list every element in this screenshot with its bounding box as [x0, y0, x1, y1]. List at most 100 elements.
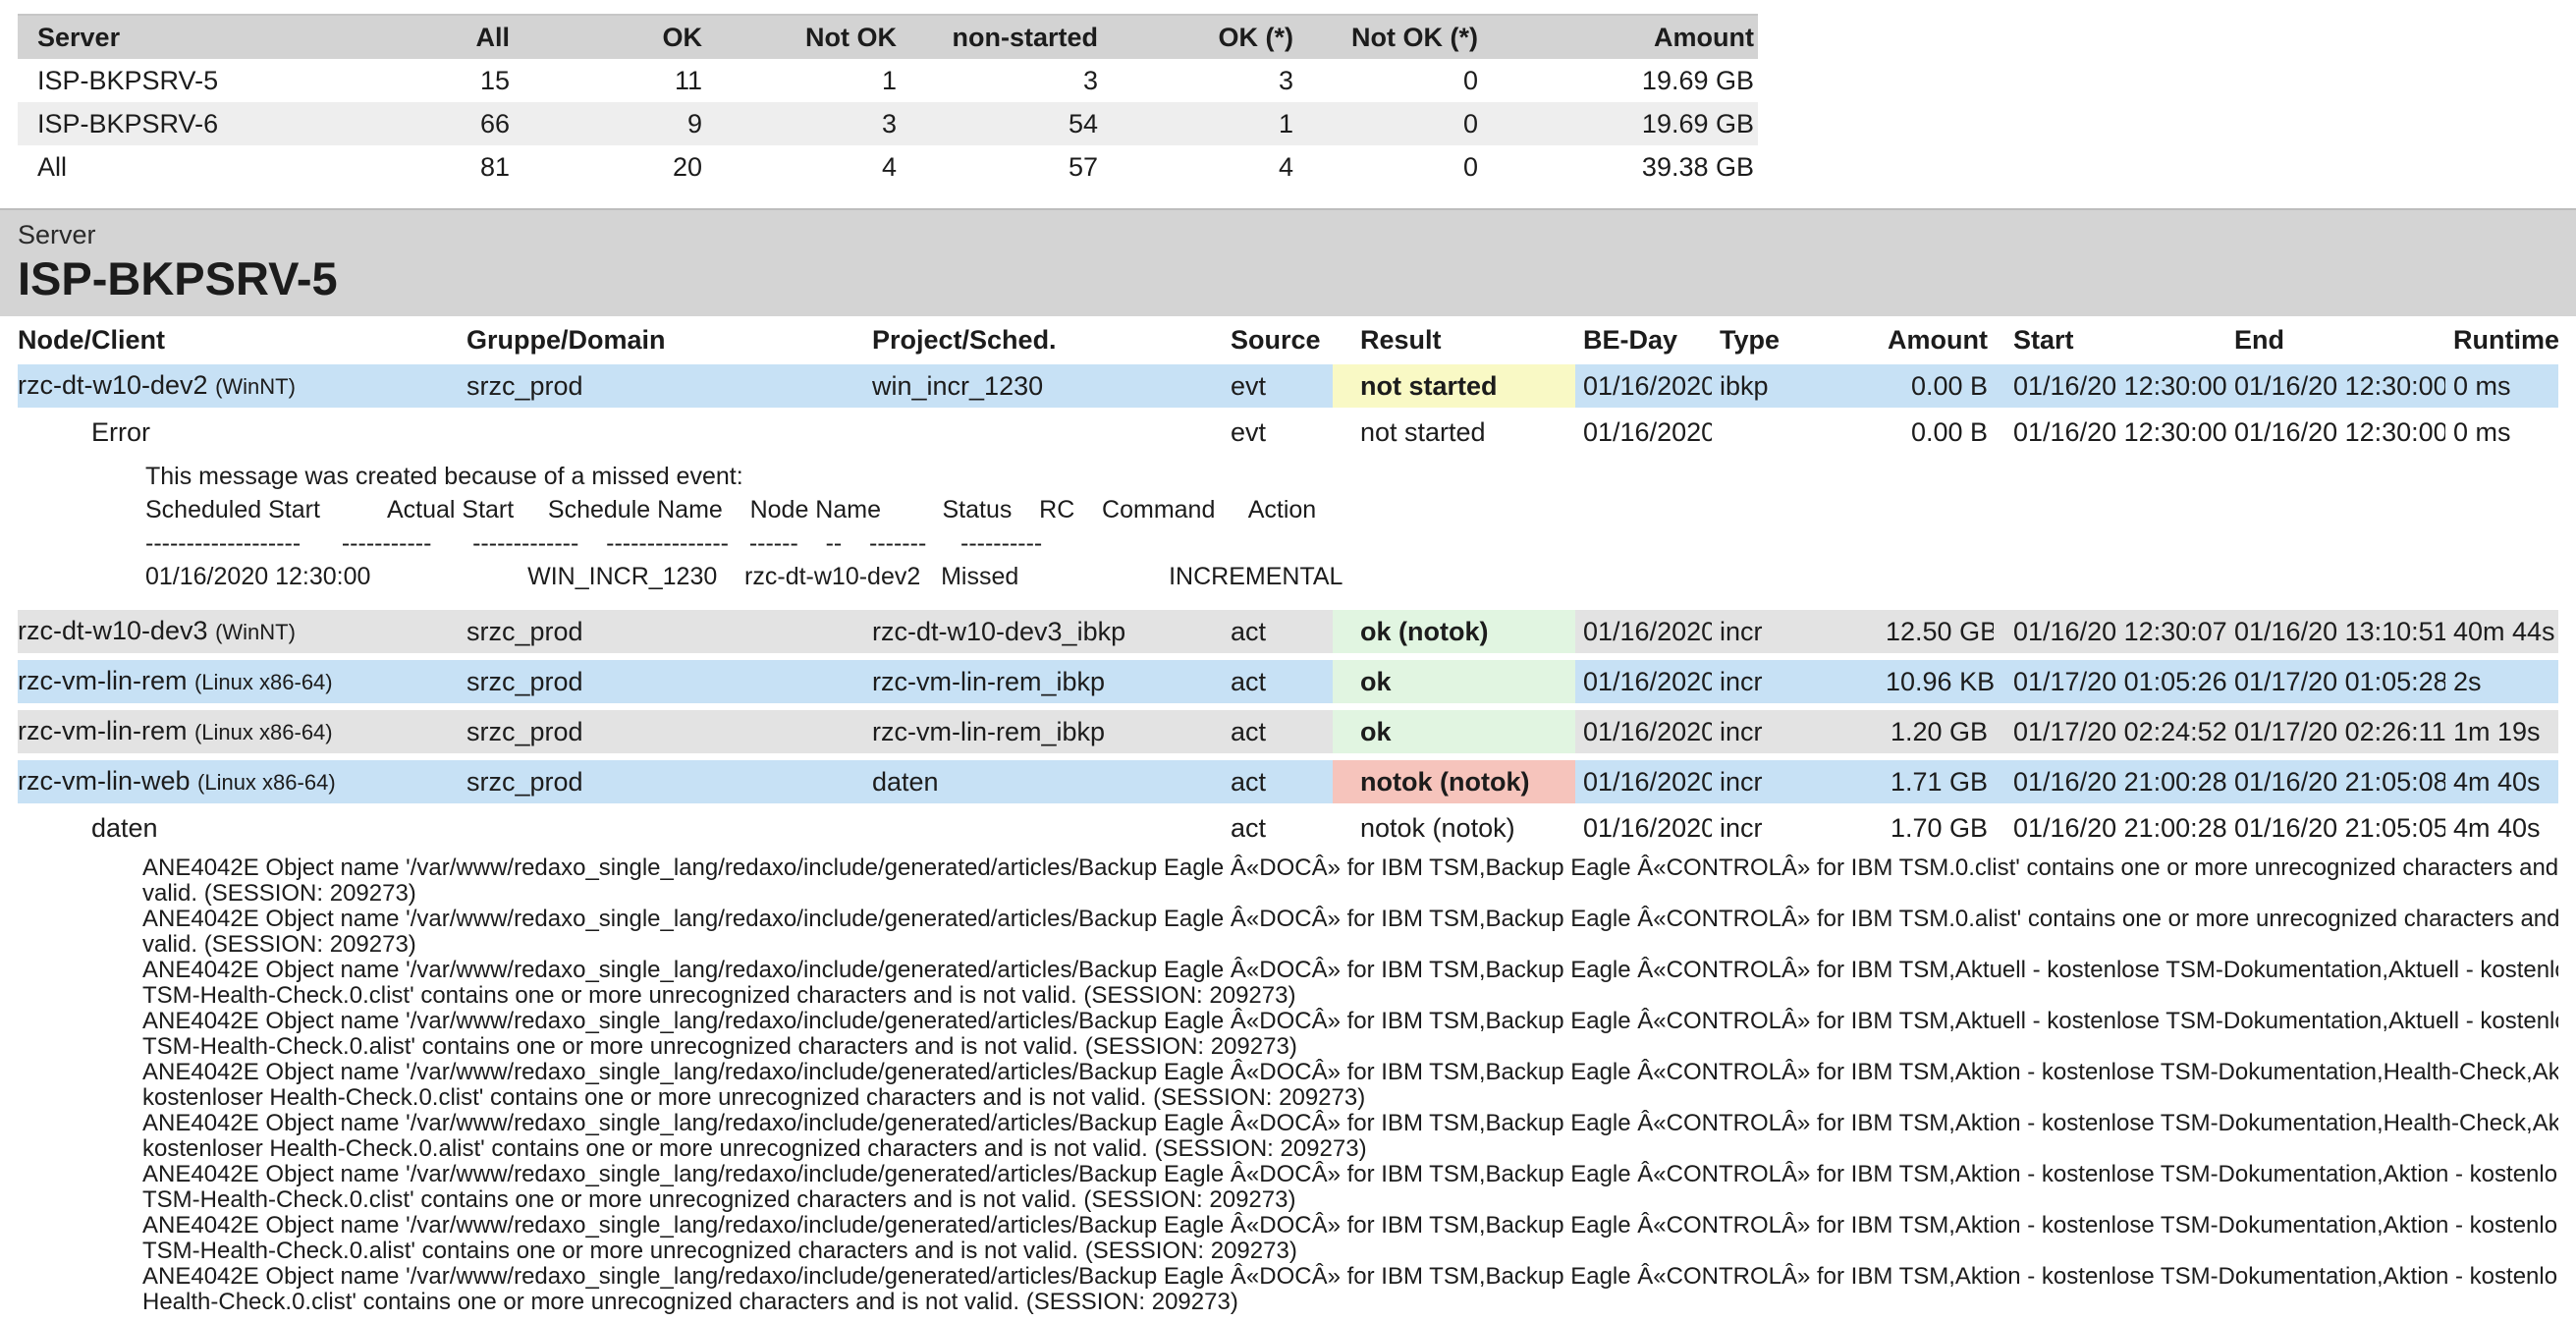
cell-gruppe: srzc_prod: [466, 610, 872, 653]
table-row-daten-detail: daten act notok (notok) 01/16/2020 incr …: [18, 810, 2558, 847]
cell-project: win_incr_1230: [872, 364, 1211, 408]
cell-type: ibkp: [1712, 364, 1886, 408]
status-badge-notok: notok (notok): [1333, 760, 1575, 803]
cell-sub-label: Error: [91, 417, 150, 447]
cell-end: 01/16/20 12:30:00: [2226, 364, 2445, 408]
cell-source: act: [1231, 813, 1267, 843]
node-detail-table: Node/Client Gruppe/Domain Project/Sched.…: [18, 316, 2558, 1322]
column-header-be-day: BE-Day: [1583, 325, 1678, 355]
cell-ok: 20: [672, 152, 702, 182]
server-summary-table: Server All OK Not OK non-started OK (*) …: [18, 14, 1758, 189]
cell-notok: 1: [881, 66, 897, 95]
cell-gruppe: [466, 810, 872, 847]
cell-runtime: 4m 40s: [2453, 813, 2541, 843]
cell-amount: 1.71 GB: [1886, 760, 1994, 803]
column-header-amount: Amount: [1888, 325, 1988, 355]
cell-amount: 39.38 GB: [1641, 152, 1754, 182]
column-header-runtime: Runtime: [2453, 325, 2558, 355]
node-platform: (WinNT): [215, 374, 296, 399]
cell-server: ISP-BKPSRV-5: [37, 66, 219, 95]
cell-nonstarted: 54: [1068, 109, 1098, 138]
cell-ok: 11: [674, 66, 702, 95]
error-line: ANE4042E Object name '/var/www/redaxo_si…: [142, 1161, 2558, 1187]
table-row-rzc-vm-lin-rem-2: rzc-vm-lin-rem (Linux x86-64) srzc_prod …: [18, 710, 2558, 753]
column-header-start: Start: [2013, 325, 2074, 355]
cell-source: act: [1211, 760, 1333, 803]
cell-source: act: [1211, 660, 1333, 703]
cell-gruppe: srzc_prod: [466, 660, 872, 703]
column-header-nonstarted: non-started: [901, 14, 1102, 59]
cell-sub-label: daten: [91, 813, 158, 843]
cell-runtime: 0 ms: [2453, 417, 2511, 447]
cell-project: [872, 810, 1211, 847]
cell-amount: 1.70 GB: [1890, 813, 1988, 843]
message-columns: Scheduled Start Actual Start Schedule Na…: [145, 496, 1317, 523]
cell-start: 01/16/20 12:30:07: [1994, 610, 2226, 653]
error-line: valid. (SESSION: 209273): [142, 880, 416, 907]
cell-type: incr: [1712, 660, 1886, 703]
status-badge-ok: ok: [1333, 710, 1575, 753]
cell-amount: 10.96 KB: [1886, 660, 1994, 703]
column-header-notok-star: Not OK (*): [1297, 14, 1482, 59]
error-line: kostenloser Health-Check.0.clist' contai…: [142, 1084, 1366, 1111]
cell-all: 66: [479, 109, 510, 138]
node-platform: (Linux x86-64): [193, 670, 333, 694]
cell-project: rzc-vm-lin-rem_ibkp: [872, 710, 1211, 753]
cell-be-day: 01/16/2020: [1575, 710, 1712, 753]
table-row-rzc-vm-lin-web: rzc-vm-lin-web (Linux x86-64) srzc_prod …: [18, 760, 2558, 803]
node-name: rzc-vm-lin-rem: [18, 716, 188, 745]
node-platform: (Linux x86-64): [193, 720, 333, 744]
cell-node-client: rzc-dt-w10-dev2 (WinNT): [18, 364, 466, 408]
cell-runtime: 2s: [2445, 660, 2558, 703]
section-label: Server: [18, 220, 96, 249]
cell-be-day: 01/16/2020: [1583, 417, 1712, 447]
node-name: rzc-dt-w10-dev2: [18, 370, 208, 400]
cell-ok-star: 1: [1278, 109, 1293, 138]
cell-runtime: 40m 44s: [2445, 610, 2558, 653]
cell-project: [872, 414, 1211, 451]
cell-type: incr: [1720, 813, 1763, 843]
cell-notok-star: 0: [1462, 66, 1478, 95]
cell-end: 01/16/20 13:10:51: [2226, 610, 2445, 653]
cell-source: evt: [1211, 364, 1333, 408]
cell-runtime: 1m 19s: [2445, 710, 2558, 753]
cell-start: 01/16/20 21:00:28: [2013, 813, 2226, 843]
column-header-notok: Not OK: [706, 14, 901, 59]
cell-amount: 12.50 GB: [1886, 610, 1994, 653]
cell-ok-star: 3: [1278, 66, 1293, 95]
cell-notok-star: 0: [1462, 109, 1478, 138]
column-header-all: All: [396, 14, 514, 59]
cell-gruppe: srzc_prod: [466, 760, 872, 803]
cell-end: 01/17/20 02:26:11: [2226, 710, 2445, 753]
error-line: TSM-Health-Check.0.alist' contains one o…: [142, 1033, 1297, 1060]
summary-header-row: Server All OK Not OK non-started OK (*) …: [18, 14, 1758, 59]
cell-notok-star: 0: [1462, 152, 1478, 182]
cell-end: 01/16/20 21:05:08: [2226, 760, 2445, 803]
error-line: ANE4042E Object name '/var/www/redaxo_si…: [142, 1110, 2558, 1136]
summary-row-all: All 81 20 4 57 4 0 39.38 GB: [18, 145, 1758, 189]
status-badge-ok-notok: ok (notok): [1333, 610, 1575, 653]
cell-amount: 19.69 GB: [1641, 66, 1754, 95]
cell-all: 15: [479, 66, 510, 95]
cell-be-day: 01/16/2020: [1575, 660, 1712, 703]
column-header-end: End: [2234, 325, 2284, 355]
message-values: 01/16/2020 12:30:00 WIN_INCR_1230 rzc-dt…: [145, 563, 1343, 590]
cell-source: act: [1211, 610, 1333, 653]
cell-node-client: rzc-vm-lin-rem (Linux x86-64): [18, 710, 466, 753]
cell-start: 01/16/20 12:30:00: [2013, 417, 2226, 447]
cell-all: 81: [479, 152, 510, 182]
table-row-rzc-dt-w10-dev2: rzc-dt-w10-dev2 (WinNT) srzc_prod win_in…: [18, 364, 2558, 408]
error-line: Health-Check.0.clist' contains one or mo…: [142, 1289, 1238, 1315]
cell-node-client: rzc-vm-lin-rem (Linux x86-64): [18, 660, 466, 703]
error-messages-cell: ANE4042E Object name '/var/www/redaxo_si…: [18, 854, 2558, 1315]
cell-be-day: 01/16/2020: [1575, 610, 1712, 653]
page-title: ISP-BKPSRV-5: [18, 252, 338, 304]
cell-type: incr: [1712, 760, 1886, 803]
cell-be-day: 01/16/2020: [1583, 813, 1712, 843]
error-line: ANE4042E Object name '/var/www/redaxo_si…: [142, 1212, 2558, 1239]
cell-ok: 9: [686, 109, 702, 138]
cell-be-day: 01/16/2020: [1575, 364, 1712, 408]
missed-event-message-cell: This message was created because of a mi…: [18, 458, 2558, 603]
cell-result: not started: [1360, 417, 1486, 447]
message-divider: ------------------- ----------- --------…: [145, 529, 1043, 557]
